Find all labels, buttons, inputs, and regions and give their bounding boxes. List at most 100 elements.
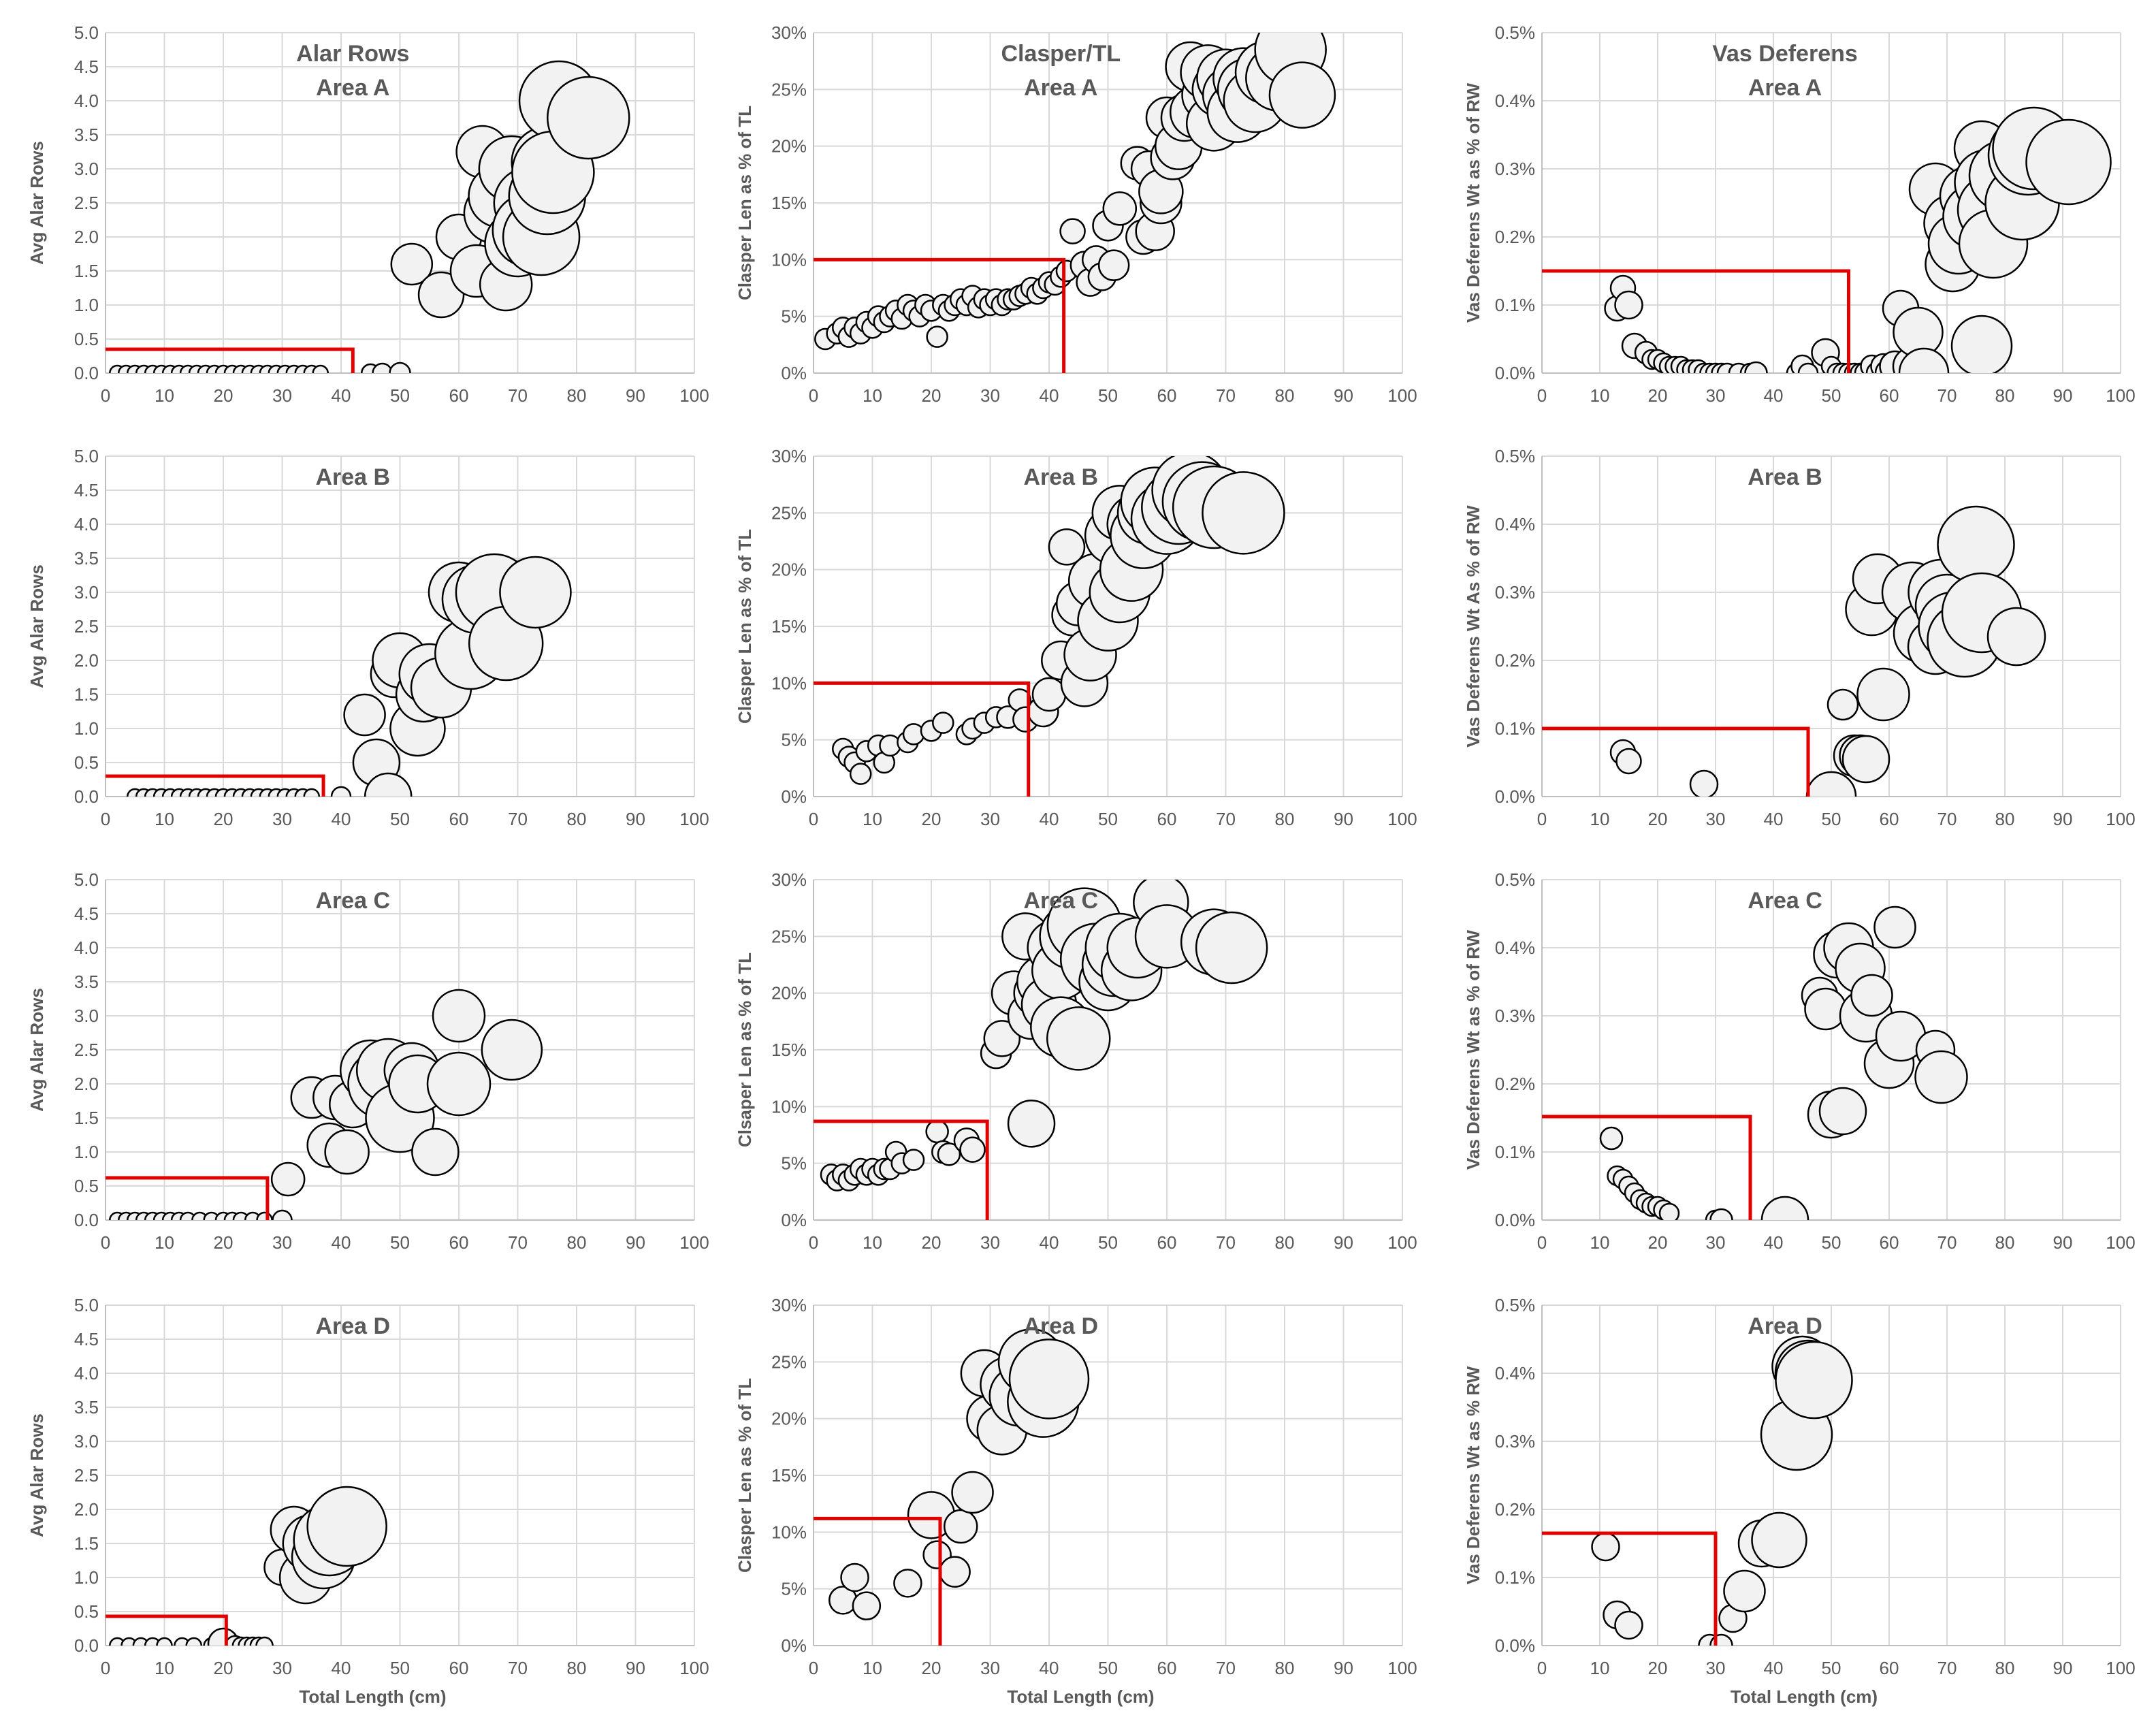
bubble bbox=[499, 556, 572, 629]
y-tick-label: 15% bbox=[771, 193, 807, 213]
x-tick-label: 90 bbox=[1334, 1232, 1353, 1253]
y-tick-label: 0.5 bbox=[74, 329, 99, 349]
x-tick-label: 70 bbox=[508, 1658, 528, 1678]
y-tick-label: 30% bbox=[771, 1295, 807, 1315]
chart-title: Area C bbox=[315, 888, 390, 914]
y-axis-label: Avg Alar Rows bbox=[27, 1413, 47, 1537]
y-axis-label: Avg Alar Rows bbox=[27, 564, 47, 688]
bubble bbox=[364, 772, 413, 797]
y-tick-label: 0% bbox=[781, 786, 807, 807]
x-tick-label: 50 bbox=[390, 385, 410, 406]
y-tick-label: 20% bbox=[771, 136, 807, 157]
panel-vas-a: 0 10 20 30 40 50 60 70 80 90 100 0.0% 0.1% 0.2% 0.3% 0.… bbox=[1463, 22, 2136, 406]
bubble bbox=[1856, 667, 1910, 722]
y-tick-label: 1.5 bbox=[74, 684, 99, 705]
y-tick-label: 20% bbox=[771, 1409, 807, 1429]
x-tick-label: 70 bbox=[1216, 809, 1236, 829]
bubble bbox=[432, 989, 486, 1043]
y-tick-label: 4.0 bbox=[74, 91, 99, 111]
y-tick-label: 2.0 bbox=[74, 1074, 99, 1094]
x-tick-label: 0 bbox=[809, 1232, 818, 1253]
y-tick-label: 25% bbox=[771, 79, 807, 99]
x-tick-label: 10 bbox=[863, 385, 882, 406]
y-tick-label: 0.0% bbox=[1495, 786, 1535, 807]
bubble bbox=[372, 362, 393, 373]
bubble bbox=[1599, 1126, 1624, 1151]
x-tick-label: 30 bbox=[272, 1232, 292, 1253]
x-tick-label: 20 bbox=[214, 1232, 234, 1253]
x-tick-label: 80 bbox=[1995, 1658, 2015, 1678]
y-axis-label: Clasper Len as % of TL bbox=[735, 106, 755, 300]
chart-title: Vas Deferens bbox=[1712, 41, 1858, 67]
bubble bbox=[959, 1136, 986, 1163]
bubble bbox=[1898, 347, 1950, 373]
y-tick-label: 0.1% bbox=[1495, 718, 1535, 739]
x-tick-label: 50 bbox=[1822, 809, 1841, 829]
threshold-line bbox=[1542, 1531, 1718, 1646]
y-tick-label: 0% bbox=[781, 1210, 807, 1230]
y-tick-label: 4.5 bbox=[74, 57, 99, 77]
bubble bbox=[324, 1129, 370, 1175]
y-tick-label: 1.0 bbox=[74, 295, 99, 315]
y-tick-label: 4.5 bbox=[74, 480, 99, 500]
x-tick-label: 10 bbox=[863, 1232, 882, 1253]
bubble bbox=[303, 788, 320, 797]
panel-alar-d: 0 10 20 30 40 50 60 70 80 90 100 0.0 0.5 1.0 1.5 2.0 2.5… bbox=[27, 1295, 709, 1707]
y-axis-label: Vas Deferens Wt as % of RW bbox=[1463, 83, 1483, 323]
y-tick-label: 0.3% bbox=[1495, 159, 1535, 179]
x-tick-label: 10 bbox=[1590, 385, 1610, 406]
y-tick-label: 0.5 bbox=[74, 1176, 99, 1196]
x-tick-label: 0 bbox=[1537, 385, 1547, 406]
y-tick-label: 2.0 bbox=[74, 650, 99, 671]
chart-title: Area B bbox=[1023, 464, 1098, 490]
y-tick-label: 20% bbox=[771, 983, 807, 1004]
panel-vas-d: 0 10 20 30 40 50 60 70 80 90 100 0.0% 0.1% 0.2% 0.3% 0.… bbox=[1463, 1295, 2136, 1707]
x-tick-label: 70 bbox=[1216, 1232, 1236, 1253]
x-tick-label: 90 bbox=[2053, 1658, 2073, 1678]
bubble bbox=[951, 1471, 994, 1514]
x-tick-label: 40 bbox=[1040, 809, 1059, 829]
chart-title: Area C bbox=[1023, 888, 1098, 914]
bubble bbox=[932, 711, 954, 734]
x-tick-label: 70 bbox=[1937, 385, 1957, 406]
bubble bbox=[1775, 1341, 1853, 1420]
bubbles bbox=[832, 456, 1285, 785]
y-tick-label: 1.0 bbox=[74, 718, 99, 739]
bubble bbox=[1709, 1633, 1733, 1646]
y-tick-label: 4.5 bbox=[74, 1329, 99, 1349]
x-tick-label: 50 bbox=[390, 1658, 410, 1678]
bubble bbox=[1614, 1610, 1643, 1640]
bubble bbox=[902, 1149, 925, 1171]
chart-title: Area C bbox=[1748, 888, 1822, 914]
y-tick-label: 20% bbox=[771, 560, 807, 580]
chart-title: Area A bbox=[1748, 75, 1822, 101]
x-tick-label: 70 bbox=[508, 385, 528, 406]
y-tick-label: 5% bbox=[781, 730, 807, 750]
x-tick-label: 60 bbox=[449, 385, 469, 406]
y-tick-label: 0.5 bbox=[74, 1601, 99, 1622]
y-tick-label: 1.5 bbox=[74, 261, 99, 281]
bubble bbox=[343, 693, 386, 737]
y-tick-label: 5.0 bbox=[74, 22, 99, 43]
x-tick-label: 40 bbox=[1764, 385, 1784, 406]
x-tick-label: 90 bbox=[626, 385, 645, 406]
x-tick-label: 50 bbox=[1098, 1232, 1118, 1253]
y-tick-label: 0.4% bbox=[1495, 1363, 1535, 1383]
x-tick-label: 70 bbox=[1216, 385, 1236, 406]
chart-title: Area A bbox=[1024, 75, 1097, 101]
x-tick-label: 100 bbox=[679, 385, 709, 406]
y-axis-label: Avg Alar Rows bbox=[27, 141, 47, 265]
y-tick-label: 4.0 bbox=[74, 1363, 99, 1383]
bubbles bbox=[820, 880, 1268, 1191]
threshold-line bbox=[106, 347, 355, 373]
y-tick-label: 5.0 bbox=[74, 1295, 99, 1315]
bubbles bbox=[109, 989, 543, 1220]
bubble bbox=[1059, 218, 1086, 244]
bubble bbox=[939, 1556, 971, 1588]
y-tick-label: 0.1% bbox=[1495, 1567, 1535, 1588]
bubbles bbox=[1604, 106, 2112, 373]
x-tick-label: 50 bbox=[390, 1232, 410, 1253]
x-tick-label: 0 bbox=[809, 809, 818, 829]
x-tick-label: 90 bbox=[1334, 385, 1353, 406]
bubble bbox=[1658, 1202, 1680, 1220]
